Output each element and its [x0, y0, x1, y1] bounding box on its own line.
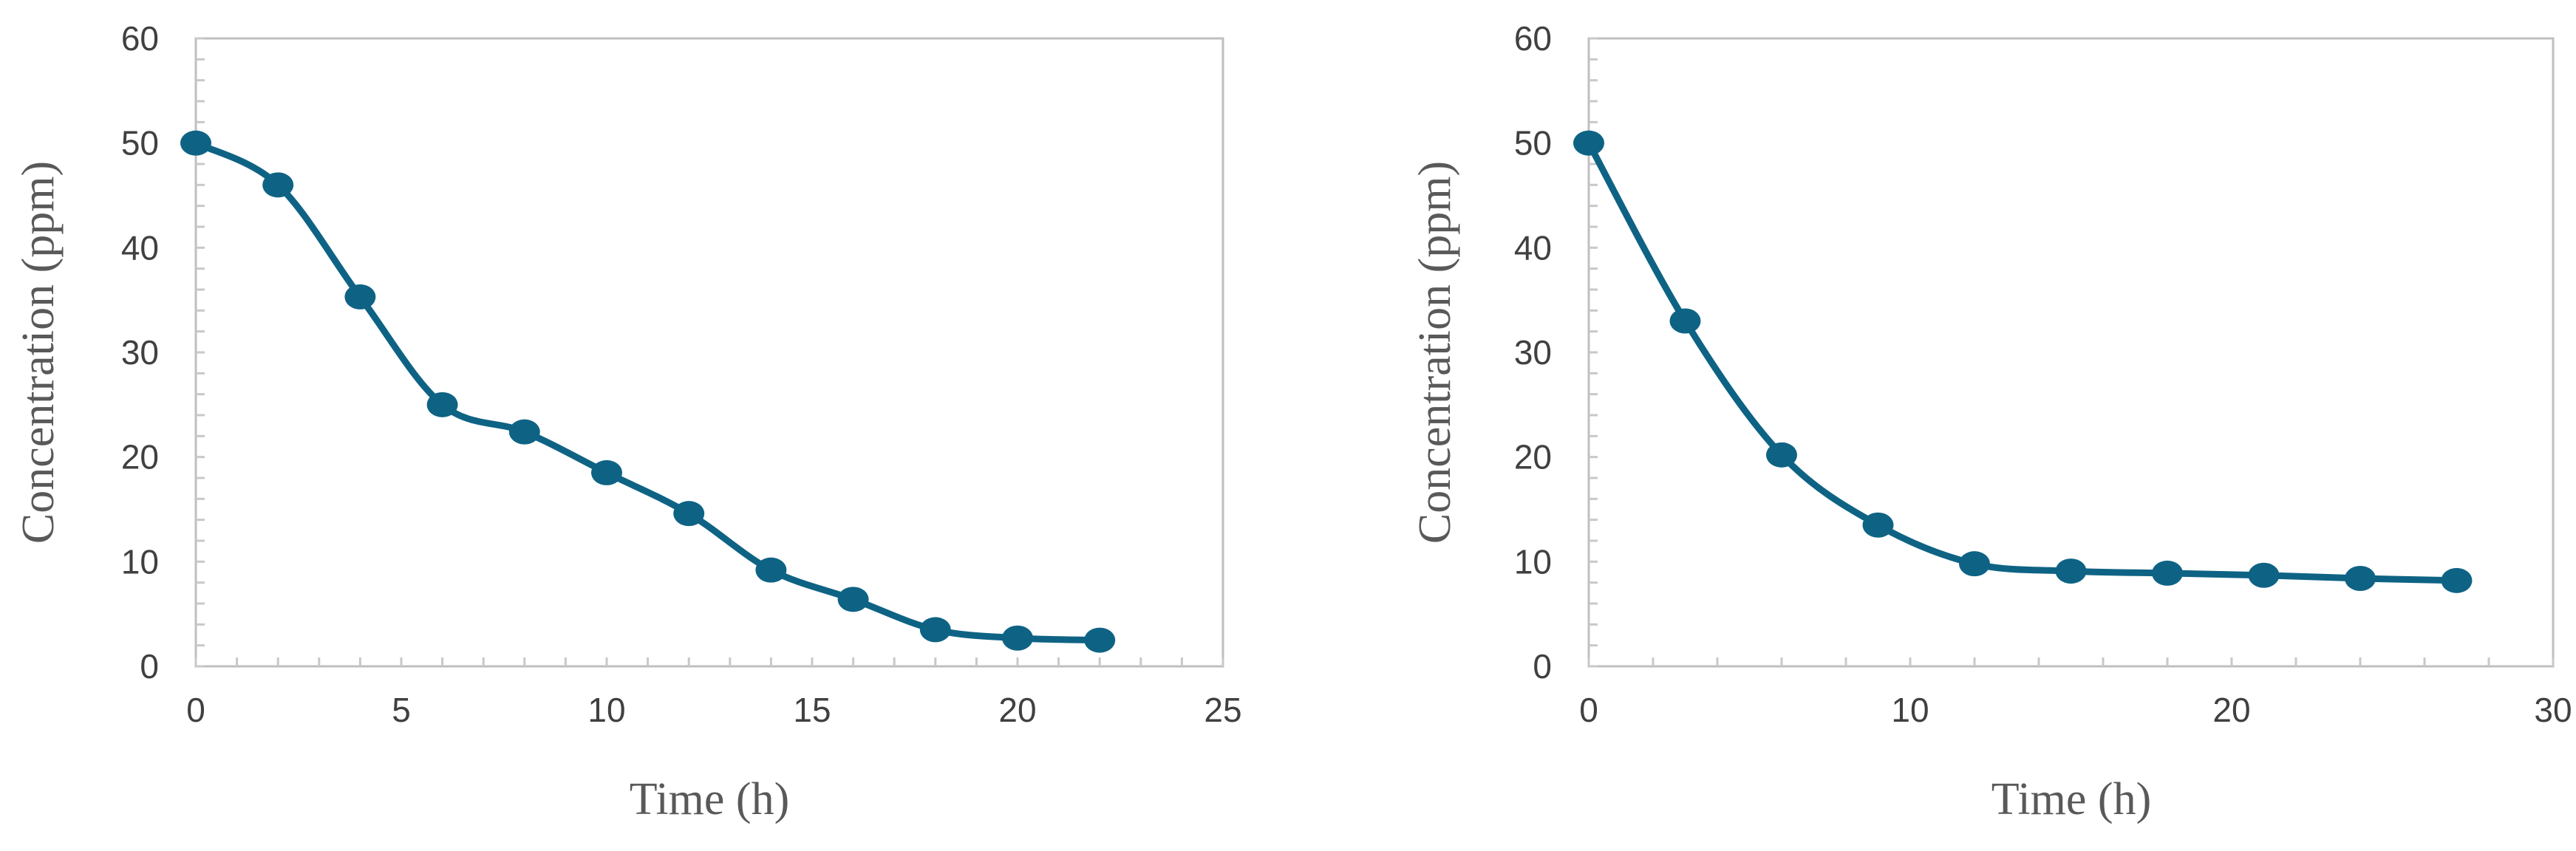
x-tick-label: 20: [998, 691, 1036, 729]
x-tick-label: 10: [587, 691, 625, 729]
chart-right-x-axis-title: Time (h): [1991, 774, 2151, 824]
x-tick-label: 20: [2212, 691, 2250, 729]
chart-left-y-tick-labels: 0 10 20 30 40 50 60: [121, 19, 159, 686]
data-point: [180, 130, 211, 156]
chart-right: 0 10 20 30 40 50 60 0 10 20 30 Time (h) Concentra…: [1410, 19, 2572, 824]
y-tick-label: 0: [1533, 647, 1552, 686]
x-tick-label: 25: [1204, 691, 1241, 729]
y-tick-label: 20: [121, 438, 159, 476]
x-tick-label: 0: [1579, 691, 1598, 729]
data-point: [1766, 442, 1797, 468]
data-point: [2248, 562, 2280, 588]
data-point: [837, 587, 869, 612]
chart-left-minor-ticks: [194, 37, 1224, 668]
data-point: [262, 172, 294, 198]
y-tick-label: 60: [1514, 19, 1552, 58]
chart-right-y-axis-title: Concentration (ppm): [1410, 161, 1460, 544]
data-point: [919, 617, 951, 643]
data-point: [1862, 512, 1894, 538]
y-tick-label: 60: [121, 19, 159, 58]
data-point: [344, 284, 376, 310]
chart-left-x-tick-labels: 0 5 10 15 20 25: [186, 691, 1241, 729]
data-point: [1002, 625, 1033, 651]
data-point: [2055, 558, 2087, 584]
chart-right-y-tick-labels: 0 10 20 30 40 50 60: [1514, 19, 1552, 686]
chart-right-x-tick-labels: 0 10 20 30: [1579, 691, 2572, 729]
chart-left-series-line: [192, 140, 1103, 644]
chart-left-y-axis-title: Concentration (ppm): [13, 161, 64, 544]
y-tick-label: 30: [121, 333, 159, 372]
y-tick-label: 40: [1514, 228, 1552, 267]
data-point: [1669, 308, 1701, 334]
y-tick-label: 50: [121, 124, 159, 163]
x-tick-label: 5: [392, 691, 411, 729]
data-point: [2345, 566, 2376, 591]
x-tick-label: 0: [186, 691, 205, 729]
data-point: [426, 392, 458, 417]
chart-right-series-line: [1585, 140, 2460, 584]
data-point: [591, 459, 622, 485]
chart-left-plot-frame: [194, 37, 1224, 668]
data-point: [1573, 130, 1604, 156]
chart-right-minor-ticks: [1587, 37, 2555, 668]
data-point: [508, 419, 540, 445]
y-tick-label: 50: [1514, 124, 1552, 163]
data-point: [1084, 627, 1116, 653]
y-tick-label: 20: [1514, 438, 1552, 476]
y-tick-label: 10: [121, 542, 159, 581]
chart-left-data-points: [180, 130, 1116, 653]
y-tick-label: 30: [1514, 333, 1552, 372]
chart-left-x-axis-title: Time (h): [630, 774, 789, 824]
x-tick-label: 30: [2534, 691, 2572, 729]
y-tick-label: 10: [1514, 542, 1552, 581]
x-tick-label: 15: [793, 691, 831, 729]
data-point: [673, 501, 705, 527]
y-tick-label: 0: [140, 647, 159, 686]
data-point: [755, 557, 787, 583]
data-point: [1959, 551, 1990, 577]
chart-right-data-points: [1573, 130, 2473, 593]
data-point: [2441, 567, 2473, 593]
chart-left: 0 10 20 30 40 50 60 0 5 10 15 20 25 Time (h) Concen…: [13, 19, 1242, 824]
y-tick-label: 40: [121, 228, 159, 267]
x-tick-label: 10: [1891, 691, 1929, 729]
data-point: [2152, 560, 2183, 586]
